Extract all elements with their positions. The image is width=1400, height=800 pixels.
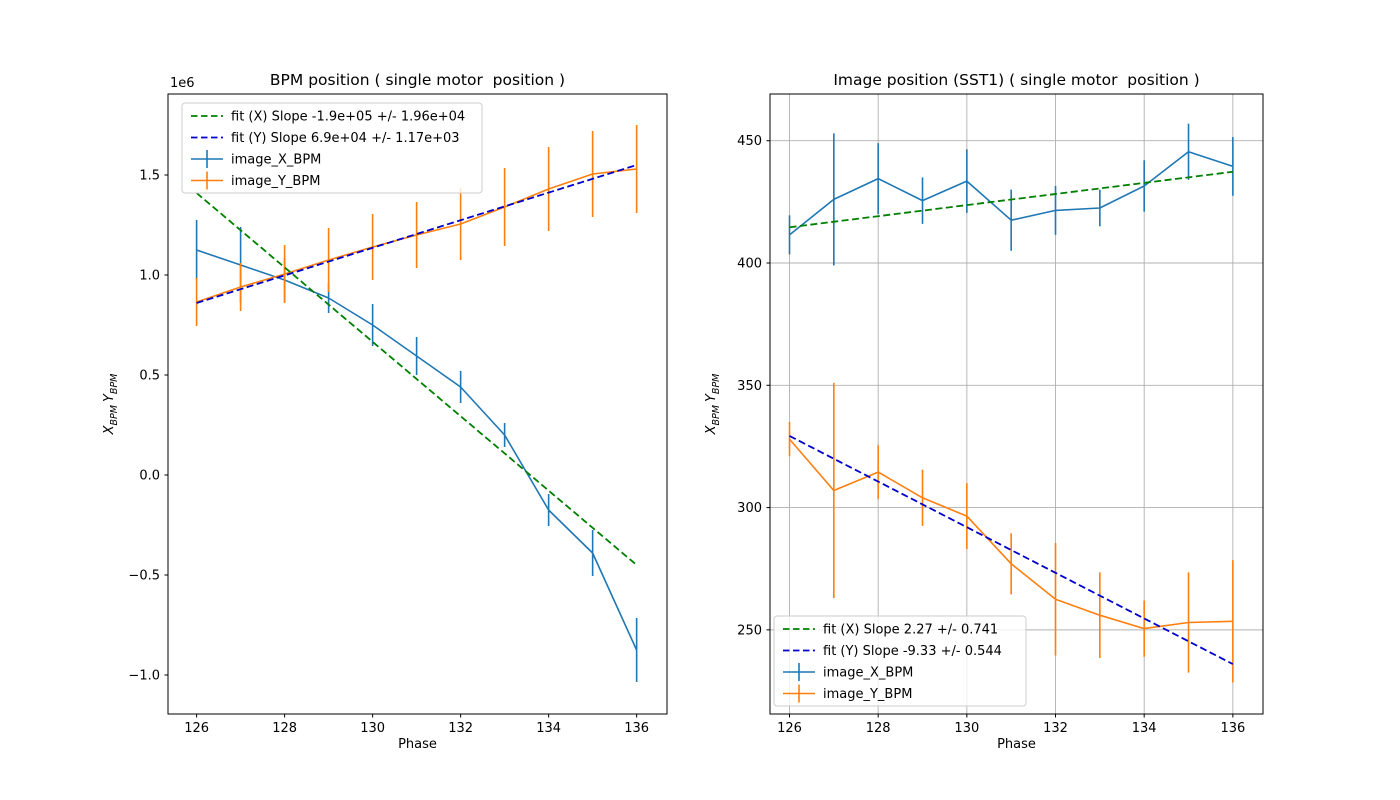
bpm-position-ytick-label: −0.5 xyxy=(128,569,160,584)
left-axis-offset-text: 1e6 xyxy=(170,76,195,91)
legend-label-fit-y: fit (Y) Slope 6.9e+04 +/- 1.17e+03 xyxy=(231,131,460,146)
image-position-sst1-xtick-label: 136 xyxy=(1220,721,1245,736)
left-xaxis-label: Phase xyxy=(398,737,437,752)
right-plot-title: Image position (SST1) ( single motor pos… xyxy=(833,71,1200,89)
bpm-position-xtick-label: 128 xyxy=(272,721,297,736)
bpm-position-ticks: 126 128 130 132 134 136 −1.0 −0.5 0.0 0.5 1.0 1.5 xyxy=(128,169,649,737)
image-position-sst1-fitline-fit-x xyxy=(789,170,1233,229)
bpm-position-ytick-label: 0.0 xyxy=(139,469,160,484)
bpm-position-spines xyxy=(167,93,668,715)
legend-label-image-x-bpm: image_X_BPM xyxy=(823,666,913,681)
image-position-sst1-xtick-label: 130 xyxy=(954,721,979,736)
right-xaxis-label: Phase xyxy=(997,737,1036,752)
bpm-position-ytick-label: 1.5 xyxy=(139,169,160,184)
image-position-sst1-ticks: 126 128 130 132 134 136 250 300 350 400 450 xyxy=(737,134,1245,736)
bpm-position-series-image-y-bpm xyxy=(195,125,638,326)
left-yaxis-label: XBPMYBPM xyxy=(102,374,120,435)
bpm-position-xtick-label: 136 xyxy=(624,721,649,736)
image-position-sst1-ytick-label: 300 xyxy=(737,501,762,516)
image-position-sst1-series-image-x-bpm xyxy=(788,123,1234,266)
ylabel-y-subscript: BPM xyxy=(710,373,722,395)
right-yaxis-label: XBPMYBPM xyxy=(704,374,722,435)
ylabel-y-subscript: BPM xyxy=(108,373,120,395)
legend-label-fit-x: fit (X) Slope 2.27 +/- 0.741 xyxy=(823,623,998,638)
bpm-position-fitline-fit-x xyxy=(196,192,638,566)
image-position-sst1-xtick-label: 128 xyxy=(866,721,891,736)
image-position-sst1-xtick-label: 126 xyxy=(777,721,802,736)
ylabel-y-symbol: Y xyxy=(704,394,720,403)
image-position-sst1-xtick-label: 134 xyxy=(1132,721,1157,736)
bpm-position-ytick-label: −1.0 xyxy=(128,669,160,684)
image-position-sst1-ytick-label: 450 xyxy=(737,134,762,149)
bpm-position-plot: 126 128 130 132 134 136 −1.0 −0.5 0.0 0.5 1.0 1.5 fi… xyxy=(128,93,668,737)
image-position-sst1-ytick-label: 350 xyxy=(737,379,762,394)
ylabel-x-symbol: X xyxy=(704,425,720,435)
bpm-position-fitline-fit-y xyxy=(196,164,637,304)
image-position-sst1-legend: fit (X) Slope 2.27 +/- 0.741 fit (Y) Slop… xyxy=(773,615,1027,707)
legend-label-image-x-bpm: image_X_BPM xyxy=(231,153,321,168)
bpm-position-ytick-label: 1.0 xyxy=(139,269,160,284)
ylabel-x-subscript: BPM xyxy=(710,405,722,426)
legend-label-fit-y: fit (Y) Slope -9.33 +/- 0.544 xyxy=(823,644,1002,659)
image-position-sst1-fitline-fit-y xyxy=(789,435,1234,665)
ylabel-y-symbol: Y xyxy=(102,394,118,403)
bpm-position-legend: fit (X) Slope -1.9e+05 +/- 1.96e+04 fit (… xyxy=(181,102,483,194)
image-position-sst1-xtick-label: 132 xyxy=(1043,721,1068,736)
image-position-sst1-spines xyxy=(769,93,1264,715)
legend-label-fit-x: fit (X) Slope -1.9e+05 +/- 1.96e+04 xyxy=(231,110,465,125)
image-position-sst1-ytick-label: 250 xyxy=(737,623,762,638)
legend-label-image-y-bpm: image_Y_BPM xyxy=(823,687,912,702)
bpm-position-series-image-x-bpm xyxy=(195,220,638,682)
ylabel-x-subscript: BPM xyxy=(108,405,120,426)
bpm-position-ytick-label: 0.5 xyxy=(139,369,160,384)
bpm-position-xtick-label: 134 xyxy=(536,721,561,736)
ylabel-x-symbol: X xyxy=(102,425,118,435)
image-position-sst1-ytick-label: 400 xyxy=(737,257,762,272)
legend-label-image-y-bpm: image_Y_BPM xyxy=(231,174,320,189)
bpm-position-xtick-label: 130 xyxy=(360,721,385,736)
bpm-position-xtick-label: 126 xyxy=(184,721,209,736)
bpm-position-xtick-label: 132 xyxy=(448,721,473,736)
left-plot-title: BPM position ( single motor position ) xyxy=(269,71,566,89)
image-position-sst1-plot: 126 128 130 132 134 136 250 300 350 400 450 fit (X)… xyxy=(737,93,1264,736)
